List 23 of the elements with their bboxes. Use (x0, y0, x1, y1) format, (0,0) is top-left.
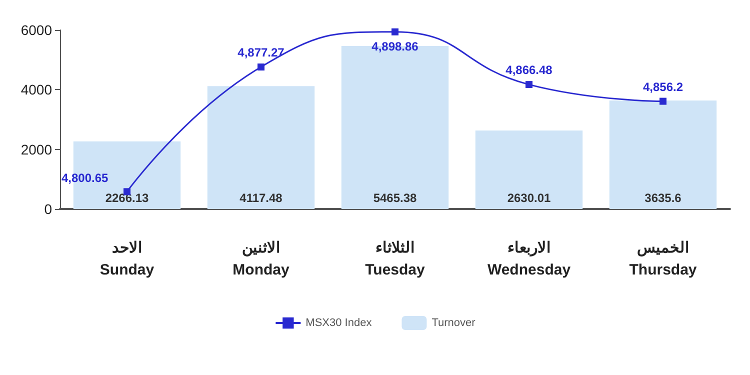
data-label: 2630.01 (507, 191, 552, 205)
y-tick-label: 0 (44, 201, 52, 217)
point (526, 81, 532, 88)
y-tick-label: 2000 (20, 141, 52, 158)
data-label: 5465.38 (373, 191, 418, 205)
data-label: 4,856.2 (642, 80, 684, 94)
data-label: 4,800.65 (62, 171, 109, 186)
point (392, 28, 398, 36)
legend-label: MSX30 Index (306, 317, 372, 329)
data-label: 4,898.86 (372, 39, 419, 54)
point (660, 98, 666, 105)
bar (475, 130, 583, 209)
point (258, 63, 264, 70)
bar (609, 100, 717, 209)
data-label: 4,866.48 (506, 63, 553, 78)
data-label: 2266.13 (105, 191, 150, 205)
bar (207, 86, 315, 209)
data-label: 4117.48 (240, 191, 283, 205)
legend-label: Turnover (432, 317, 476, 329)
y-tick-label: 6000 (20, 22, 52, 38)
y-tick-label: 4000 (20, 82, 52, 98)
data-label: 4,877.27 (238, 45, 285, 60)
data-label: 3635.6 (644, 191, 682, 205)
